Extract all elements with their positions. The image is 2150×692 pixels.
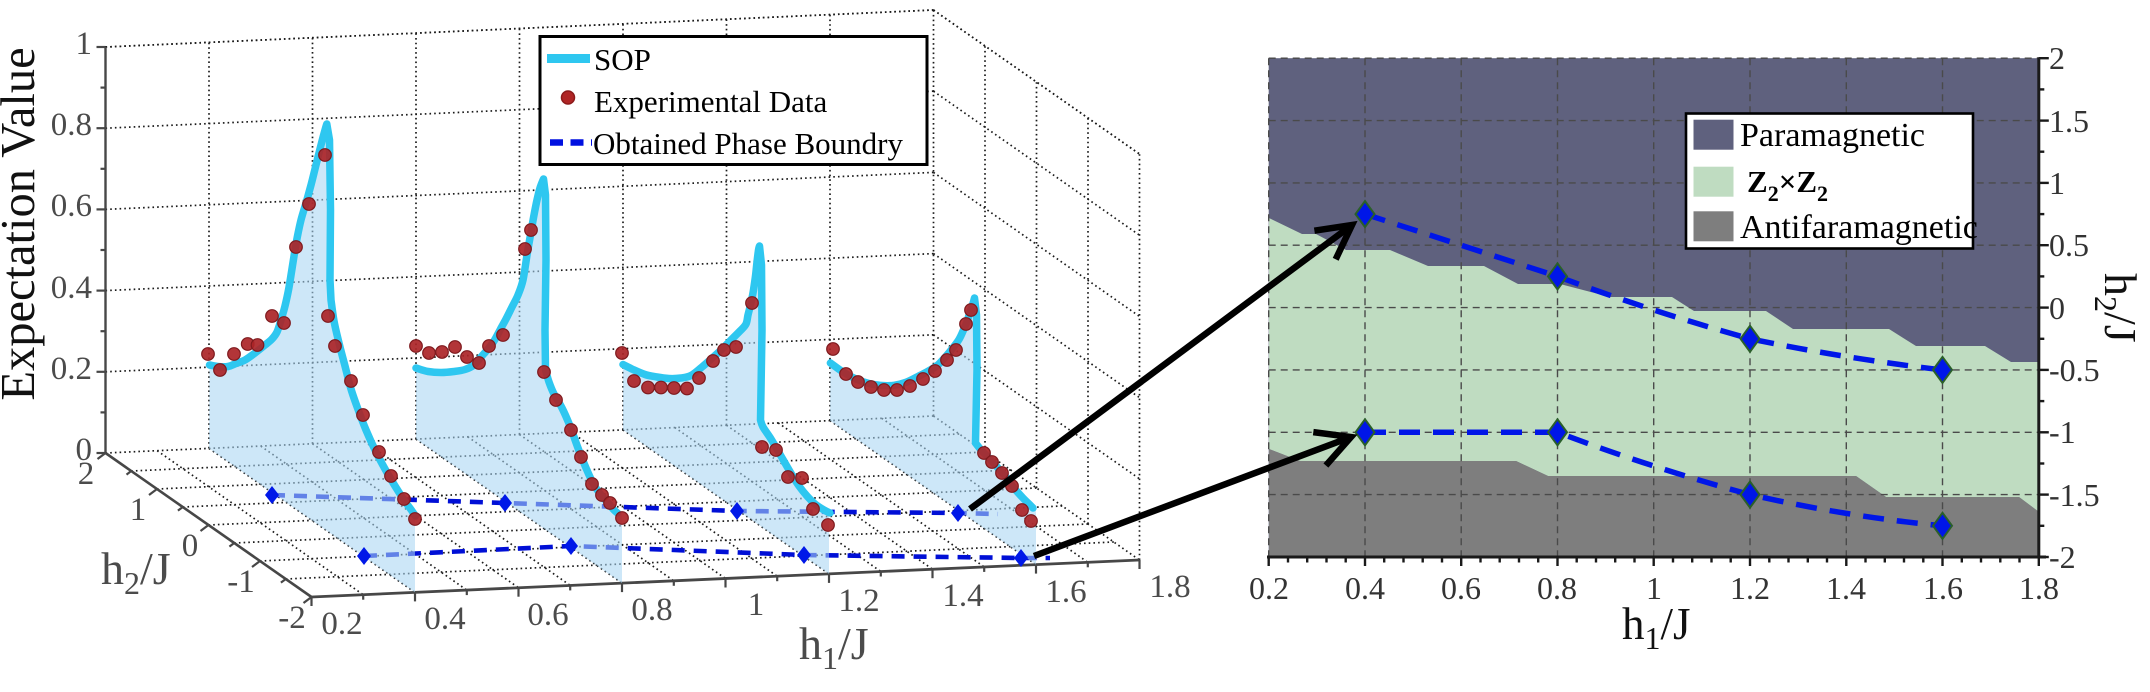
svg-text:Paramagnetic: Paramagnetic xyxy=(1740,117,1925,154)
svg-text:0.8: 0.8 xyxy=(1537,570,1577,606)
svg-text:-1: -1 xyxy=(227,564,255,600)
svg-text:0: 0 xyxy=(76,432,93,468)
svg-text:1.6: 1.6 xyxy=(1045,574,1086,610)
svg-text:1.2: 1.2 xyxy=(1730,570,1770,606)
svg-text:0.5: 0.5 xyxy=(2049,227,2089,263)
svg-text:-2: -2 xyxy=(278,600,306,636)
svg-text:1.8: 1.8 xyxy=(1149,569,1190,605)
svg-text:1.5: 1.5 xyxy=(2049,103,2089,139)
svg-text:-0.5: -0.5 xyxy=(2049,352,2100,388)
svg-text:1: 1 xyxy=(1646,570,1662,606)
svg-text:h1/J: h1/J xyxy=(1622,599,1691,656)
svg-text:1.2: 1.2 xyxy=(838,583,879,619)
svg-text:0: 0 xyxy=(2049,290,2065,326)
svg-text:2: 2 xyxy=(2049,40,2065,76)
svg-text:Antifaramagnetic: Antifaramagnetic xyxy=(1740,209,1978,246)
svg-text:1.4: 1.4 xyxy=(1826,570,1866,606)
svg-text:0.6: 0.6 xyxy=(1441,570,1481,606)
svg-text:-2: -2 xyxy=(2049,539,2076,575)
svg-text:-1: -1 xyxy=(2049,414,2076,450)
svg-text:2: 2 xyxy=(78,456,95,492)
svg-text:0.8: 0.8 xyxy=(631,592,672,628)
svg-text:1.4: 1.4 xyxy=(942,578,983,614)
svg-text:0.2: 0.2 xyxy=(51,351,92,387)
svg-text:0.4: 0.4 xyxy=(51,270,92,306)
svg-text:0.6: 0.6 xyxy=(51,188,92,224)
svg-text:0.4: 0.4 xyxy=(1345,570,1385,606)
svg-text:1: 1 xyxy=(748,587,765,623)
svg-text:SOP: SOP xyxy=(594,42,651,77)
svg-text:h1/J: h1/J xyxy=(799,618,869,676)
svg-text:1: 1 xyxy=(130,492,147,528)
svg-text:0.6: 0.6 xyxy=(527,597,568,633)
svg-text:1.6: 1.6 xyxy=(1923,570,1963,606)
svg-text:0.8: 0.8 xyxy=(51,107,92,143)
svg-text:0.2: 0.2 xyxy=(321,606,362,642)
svg-text:Experimental Data: Experimental Data xyxy=(594,84,827,119)
svg-text:0.2: 0.2 xyxy=(1249,570,1289,606)
svg-text:0.4: 0.4 xyxy=(424,601,465,637)
svg-text:0: 0 xyxy=(182,528,199,564)
svg-text:Expectation Value: Expectation Value xyxy=(0,47,45,400)
svg-text:Obtained Phase Boundry: Obtained Phase Boundry xyxy=(593,126,903,161)
svg-text:1.8: 1.8 xyxy=(2019,570,2059,606)
svg-text:1: 1 xyxy=(2049,165,2065,201)
svg-text:-1.5: -1.5 xyxy=(2049,477,2100,513)
svg-text:1: 1 xyxy=(76,26,93,62)
